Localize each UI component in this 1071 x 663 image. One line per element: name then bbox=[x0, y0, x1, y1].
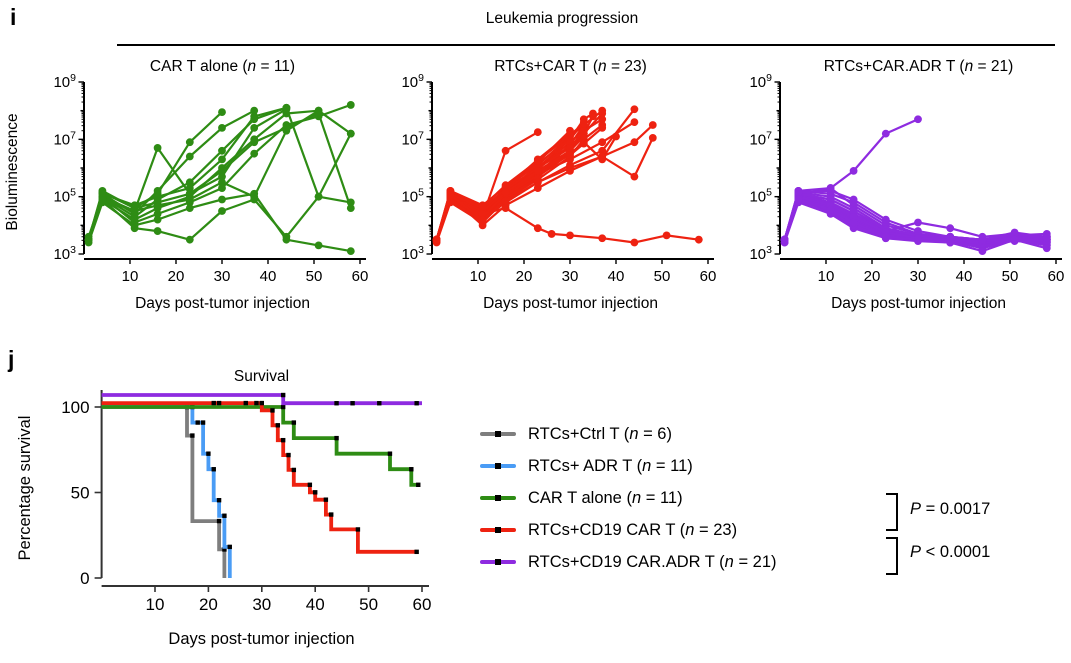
svg-text:109: 109 bbox=[749, 72, 772, 91]
chart-survival: Survival 0 50 100 10 20 30 40 50 60 Days post-tu… bbox=[25, 358, 470, 658]
x-axis-label-survival: Days post-tumor injection bbox=[168, 630, 355, 648]
svg-text:109: 109 bbox=[53, 72, 76, 91]
svg-text:20: 20 bbox=[199, 595, 218, 614]
svg-text:50: 50 bbox=[306, 268, 323, 285]
bli-plot-rtcs-car-t: 103 105 107 109 10 20 30 40 50 60 bbox=[401, 72, 717, 285]
chart-rtcs-car-adr-t: RTCs+CAR.ADR T (n = 21) 103 105 107 109 10 20… bbox=[726, 52, 1071, 327]
chart-title-car-t-alone: CAR T alone (n = 11) bbox=[149, 58, 296, 75]
svg-text:105: 105 bbox=[53, 187, 76, 206]
legend-marker bbox=[480, 430, 516, 437]
svg-text:30: 30 bbox=[214, 268, 231, 285]
svg-text:10: 10 bbox=[818, 268, 835, 285]
svg-text:60: 60 bbox=[352, 268, 369, 285]
svg-text:30: 30 bbox=[910, 268, 927, 285]
legend-item-5: RTCs+CD19 CAR.ADR T (n = 21) bbox=[480, 546, 777, 578]
censor-tick-icon bbox=[495, 462, 501, 469]
censor-tick-icon bbox=[495, 558, 501, 565]
x-axis-label-3: Days post-tumor injection bbox=[831, 295, 1006, 312]
svg-text:60: 60 bbox=[413, 595, 432, 614]
legend-label: RTCs+CD19 CAR.ADR T (n = 21) bbox=[528, 552, 777, 571]
p-value-2: P < 0.0001 bbox=[910, 543, 991, 561]
bli-plot-rtcs-car-adr-t: 103 105 107 109 10 20 30 40 50 60 bbox=[749, 72, 1065, 285]
svg-text:20: 20 bbox=[864, 268, 881, 285]
svg-text:50: 50 bbox=[1002, 268, 1019, 285]
leukemia-progression-title: Leukemia progression bbox=[485, 10, 639, 27]
legend-item-3: CAR T alone (n = 11) bbox=[480, 482, 777, 514]
bli-plot-car-t-alone: 103 105 107 109 10 20 30 40 50 60 bbox=[53, 72, 369, 285]
legend-label: CAR T alone (n = 11) bbox=[528, 488, 683, 507]
svg-text:40: 40 bbox=[306, 595, 325, 614]
legend-marker bbox=[480, 462, 516, 469]
panel-j-label: j bbox=[8, 346, 15, 372]
svg-text:103: 103 bbox=[749, 244, 772, 263]
x-axis-label-1: Days post-tumor injection bbox=[135, 295, 310, 312]
legend-marker bbox=[480, 558, 516, 565]
legend-item-4: RTCs+CD19 CAR T (n = 23) bbox=[480, 514, 777, 546]
svg-text:109: 109 bbox=[401, 72, 424, 91]
svg-text:103: 103 bbox=[53, 244, 76, 263]
survival-plot: 0 50 100 10 20 30 40 50 60 bbox=[61, 390, 432, 614]
svg-text:10: 10 bbox=[122, 268, 139, 285]
svg-text:20: 20 bbox=[516, 268, 533, 285]
censor-tick-icon bbox=[495, 526, 501, 533]
svg-text:105: 105 bbox=[749, 187, 772, 206]
svg-text:40: 40 bbox=[956, 268, 973, 285]
survival-title: Survival bbox=[233, 368, 290, 385]
svg-text:50: 50 bbox=[654, 268, 671, 285]
legend-label: RTCs+Ctrl T (n = 6) bbox=[528, 424, 672, 443]
header-rule bbox=[117, 44, 1055, 46]
svg-text:50: 50 bbox=[71, 484, 90, 503]
svg-text:10: 10 bbox=[146, 595, 165, 614]
svg-text:107: 107 bbox=[401, 129, 424, 148]
comparison-bracket-1 bbox=[886, 493, 898, 531]
chart-title-rtcs-car-t: RTCs+CAR T (n = 23) bbox=[494, 58, 647, 75]
svg-text:103: 103 bbox=[401, 244, 424, 263]
legend-item-1: RTCs+Ctrl T (n = 6) bbox=[480, 418, 777, 450]
panel-i-label: i bbox=[10, 4, 17, 30]
svg-text:107: 107 bbox=[749, 129, 772, 148]
svg-text:60: 60 bbox=[1048, 268, 1065, 285]
svg-text:107: 107 bbox=[53, 129, 76, 148]
svg-text:40: 40 bbox=[260, 268, 277, 285]
chart-car-t-alone: CAR T alone (n = 11) 103 105 107 109 10 20 30 4… bbox=[30, 52, 375, 327]
svg-text:20: 20 bbox=[168, 268, 185, 285]
svg-text:30: 30 bbox=[252, 595, 271, 614]
svg-text:105: 105 bbox=[401, 187, 424, 206]
svg-text:0: 0 bbox=[80, 569, 89, 588]
svg-text:50: 50 bbox=[359, 595, 378, 614]
legend: RTCs+Ctrl T (n = 6) RTCs+ ADR T (n = 11) C… bbox=[480, 418, 777, 578]
svg-text:10: 10 bbox=[470, 268, 487, 285]
censor-tick-icon bbox=[495, 494, 501, 501]
comparison-bracket-2 bbox=[886, 537, 898, 575]
legend-item-2: RTCs+ ADR T (n = 11) bbox=[480, 450, 777, 482]
legend-label: RTCs+CD19 CAR T (n = 23) bbox=[528, 520, 738, 539]
censor-tick-icon bbox=[495, 430, 501, 437]
chart-rtcs-car-t: RTCs+CAR T (n = 23) 103 105 107 109 10 20 30 40… bbox=[378, 52, 723, 327]
legend-marker bbox=[480, 494, 516, 501]
svg-text:40: 40 bbox=[608, 268, 625, 285]
svg-text:30: 30 bbox=[562, 268, 579, 285]
p-value-1: P = 0.0017 bbox=[910, 500, 991, 518]
x-axis-label-2: Days post-tumor injection bbox=[483, 295, 658, 312]
legend-marker bbox=[480, 526, 516, 533]
chart-title-rtcs-car-adr-t: RTCs+CAR.ADR T (n = 21) bbox=[823, 58, 1014, 75]
svg-text:100: 100 bbox=[61, 398, 89, 417]
bioluminescence-axis-label: Bioluminescence bbox=[4, 113, 21, 231]
legend-label: RTCs+ ADR T (n = 11) bbox=[528, 456, 693, 475]
svg-text:60: 60 bbox=[700, 268, 717, 285]
